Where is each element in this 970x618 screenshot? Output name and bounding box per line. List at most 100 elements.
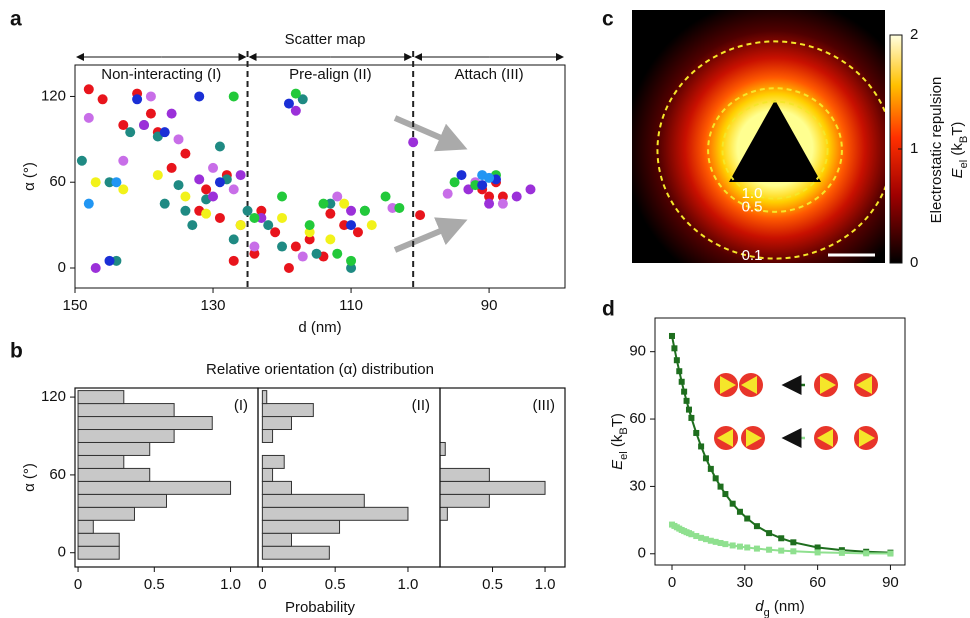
series-marker	[688, 414, 695, 421]
x-axis-label-part: g	[764, 607, 770, 618]
scatter-point	[214, 212, 225, 223]
histogram-bar	[77, 454, 125, 469]
histogram-bar	[261, 454, 285, 469]
x-tick-label: 130	[201, 297, 226, 314]
scatter-point	[242, 205, 253, 216]
scatter-point	[415, 210, 426, 221]
scatter-point	[346, 205, 357, 216]
series-marker	[678, 378, 685, 385]
series-marker	[702, 536, 709, 543]
scatter-point	[304, 234, 315, 245]
scatter-point	[173, 180, 184, 191]
colorbar-tick-label: 1	[910, 140, 918, 157]
colorbar-label-part: T)	[949, 122, 966, 136]
histogram-bar	[77, 493, 167, 508]
y-tick-label: 0	[638, 545, 646, 562]
histogram-bar	[439, 506, 448, 521]
scatter-point	[497, 191, 508, 202]
y-axis-label-part: (k	[609, 434, 626, 451]
region-label: Attach (III)	[454, 66, 523, 83]
scatter-point	[166, 162, 177, 173]
histogram-bar	[261, 416, 292, 431]
colorbar-label-part: el	[958, 160, 970, 169]
y-tick-label: 90	[629, 343, 646, 360]
series-marker	[744, 515, 751, 522]
y-tick-label: 60	[49, 466, 66, 483]
scatter-point	[208, 191, 219, 202]
contour-label: 1.0	[742, 185, 763, 202]
scatter-point	[256, 212, 267, 223]
series-marker	[683, 397, 690, 404]
y-tick-label: 0	[58, 544, 66, 561]
scatter-point	[470, 180, 481, 191]
histogram-bar	[77, 506, 135, 521]
y-axis-label-part: T)	[609, 413, 626, 427]
scatter-point	[145, 108, 156, 119]
scatter-point	[118, 184, 129, 195]
series-marker	[712, 475, 719, 482]
histogram-bar	[77, 519, 94, 534]
scatter-point	[283, 262, 294, 273]
contour-label: 0.1	[742, 247, 763, 264]
y-axis-label-part: E	[609, 459, 626, 470]
scatter-point	[366, 220, 377, 231]
panel-label: c	[602, 8, 614, 31]
region-label: Non-interacting (I)	[101, 66, 221, 83]
histogram-bar	[261, 403, 314, 418]
series-marker	[863, 550, 870, 557]
scatter-point	[304, 227, 315, 238]
scatter-point	[325, 208, 336, 219]
scatter-point	[497, 198, 508, 209]
scatter-point	[283, 98, 294, 109]
histogram-bar	[261, 493, 365, 508]
x-tick-label: 60	[809, 574, 826, 591]
scatter-point	[325, 234, 336, 245]
plot-frame	[74, 64, 566, 289]
series-marker	[693, 429, 700, 436]
scatter-point	[456, 170, 467, 181]
scatter-point	[339, 198, 350, 209]
chart-title: Scatter map	[285, 31, 366, 48]
histogram-bar	[77, 545, 120, 560]
series-marker	[671, 345, 678, 352]
scatter-point	[408, 137, 419, 148]
scatter-point	[277, 212, 288, 223]
contour-label: 0.5	[742, 199, 763, 216]
histogram-bar	[261, 506, 409, 521]
scatter-point	[346, 220, 357, 231]
colorbar-label: Eel (kBT)	[949, 122, 970, 179]
histogram-bar	[77, 441, 151, 456]
scatter-point	[290, 88, 301, 99]
x-tick-label: 110	[339, 297, 363, 314]
series-marker	[717, 483, 724, 490]
scatter-point	[180, 191, 191, 202]
scatter-point	[194, 91, 205, 102]
scatter-point	[228, 234, 239, 245]
panel-label: d	[602, 298, 615, 321]
histogram-bar	[439, 441, 446, 456]
scatter-point	[290, 105, 301, 116]
scatter-point	[304, 220, 315, 231]
scatter-point	[159, 127, 170, 138]
scatter-point	[387, 202, 398, 213]
schematic-icons	[714, 373, 878, 450]
scatter-point	[235, 170, 246, 181]
scatter-point	[249, 248, 260, 259]
series-marker	[673, 357, 680, 364]
scatter-point	[132, 94, 143, 105]
scatter-point	[346, 262, 357, 273]
series-marker	[681, 388, 688, 395]
scatter-point	[270, 227, 281, 238]
scatter-point	[339, 220, 350, 231]
contour-line	[656, 40, 885, 260]
y-tick-label: 120	[41, 87, 66, 104]
series-marker	[717, 539, 724, 546]
x-tick-label: 0	[74, 576, 82, 593]
scatter-point	[166, 108, 177, 119]
scatter-point	[325, 198, 336, 209]
series-marker	[702, 455, 709, 462]
x-tick-label: 0	[668, 574, 676, 591]
y-tick-label: 30	[629, 477, 646, 494]
scatter-point	[111, 177, 122, 188]
